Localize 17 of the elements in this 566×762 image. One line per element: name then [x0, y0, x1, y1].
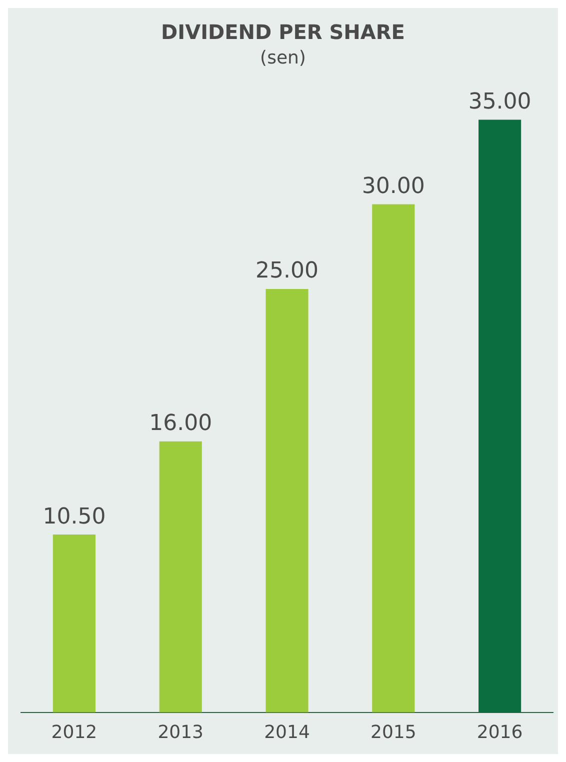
x-tick-label: 2015 — [370, 722, 416, 743]
bar — [372, 204, 415, 712]
x-tick-label: 2013 — [158, 722, 204, 743]
x-tick-label: 2012 — [51, 722, 98, 743]
data-label: 30.00 — [362, 174, 425, 200]
chart-title: DIVIDEND PER SHARE — [161, 20, 405, 44]
bar — [478, 120, 522, 712]
chart-subtitle: (sen) — [260, 47, 306, 68]
bar — [159, 441, 202, 712]
bar — [52, 534, 96, 712]
data-label: 35.00 — [468, 89, 532, 114]
x-tick-label: 2016 — [476, 722, 523, 743]
x-tick-label: 2014 — [264, 722, 310, 743]
bar — [266, 288, 308, 712]
data-label: 16.00 — [149, 411, 212, 436]
data-label: 25.00 — [256, 258, 318, 284]
data-label: 10.50 — [42, 504, 106, 530]
